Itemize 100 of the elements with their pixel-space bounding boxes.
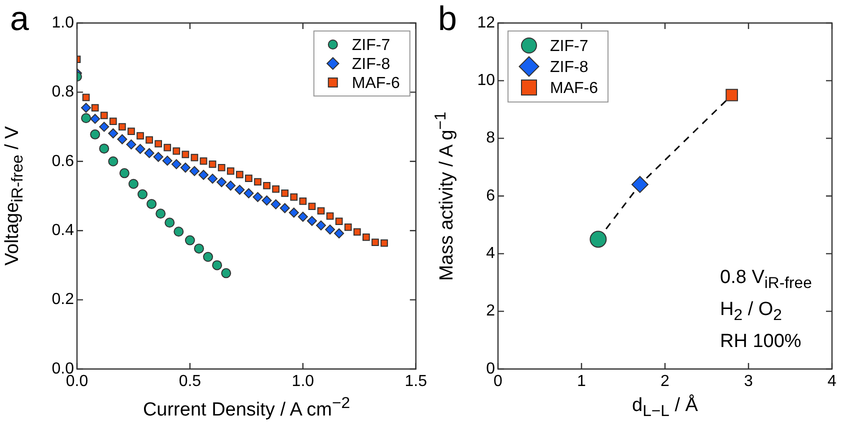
point xyxy=(262,196,272,206)
point xyxy=(90,129,100,140)
point xyxy=(270,199,281,210)
x-tick-label: 1 xyxy=(577,373,586,390)
point xyxy=(308,202,316,210)
point xyxy=(326,212,334,220)
point xyxy=(190,154,198,162)
x-axis-title: d$_{L−L}$ / Å xyxy=(632,395,698,421)
point xyxy=(99,144,110,154)
point xyxy=(221,268,232,278)
point xyxy=(194,244,204,254)
point xyxy=(726,88,738,102)
point xyxy=(82,94,90,102)
point xyxy=(362,233,370,241)
point xyxy=(154,140,162,148)
x-tick-label: 1.5 xyxy=(404,373,428,390)
y-tick-label: 0.2 xyxy=(52,291,74,308)
point xyxy=(164,144,172,152)
point xyxy=(153,152,164,162)
point xyxy=(226,167,234,175)
x-axis-title: Current Density / A cm$^{−2}$ xyxy=(142,395,350,422)
y-tick-label: 6 xyxy=(486,187,496,204)
point xyxy=(288,208,299,218)
point xyxy=(117,134,128,144)
x-tick-label: 4 xyxy=(828,373,837,390)
point xyxy=(218,164,226,172)
point xyxy=(335,218,343,225)
point xyxy=(244,188,254,198)
point xyxy=(119,168,130,178)
y-tick-label: 1.0 xyxy=(52,14,74,32)
point xyxy=(108,128,118,138)
annotation: H$_{2}$ / O$_{2}$ xyxy=(720,299,782,325)
point xyxy=(81,102,92,113)
point xyxy=(252,192,263,202)
point xyxy=(109,118,117,125)
point xyxy=(317,207,325,215)
point xyxy=(380,239,388,247)
point xyxy=(182,150,190,158)
point xyxy=(298,212,308,222)
legend-label: MAF-6 xyxy=(550,80,598,97)
y-tick-label: 10 xyxy=(477,72,496,90)
point xyxy=(128,178,138,189)
point xyxy=(299,198,307,205)
point xyxy=(226,180,236,191)
point xyxy=(203,252,214,262)
point xyxy=(344,223,352,231)
point xyxy=(334,228,344,238)
point xyxy=(146,136,153,144)
point xyxy=(180,162,190,173)
point xyxy=(172,147,180,155)
annotation: 0.8 V$_{iR-free}$ xyxy=(720,267,812,293)
y-tick-label: 4 xyxy=(486,245,496,262)
point xyxy=(189,166,200,176)
point xyxy=(162,156,172,166)
point xyxy=(272,185,280,193)
point xyxy=(631,176,648,193)
point xyxy=(372,238,379,246)
point xyxy=(90,114,100,124)
point xyxy=(118,123,126,130)
point xyxy=(99,122,110,132)
annotation: RH 100% xyxy=(720,331,802,353)
point xyxy=(100,112,108,120)
point xyxy=(200,157,208,165)
point xyxy=(236,170,244,178)
chart-title: a xyxy=(10,0,29,39)
point xyxy=(156,208,166,219)
y-tick-label: 2 xyxy=(486,302,496,320)
point xyxy=(81,113,92,124)
point xyxy=(174,226,184,237)
point xyxy=(184,235,195,246)
point xyxy=(306,216,317,226)
point xyxy=(325,224,336,235)
y-tick-label: 0.8 xyxy=(52,84,74,101)
point xyxy=(108,156,118,166)
point xyxy=(590,230,607,248)
point xyxy=(146,198,157,209)
point xyxy=(164,218,175,228)
legend-label: ZIF-7 xyxy=(352,36,390,54)
point xyxy=(91,104,99,112)
legend-label: ZIF-8 xyxy=(352,56,390,73)
point xyxy=(208,174,218,184)
legend-label: ZIF-7 xyxy=(550,38,588,55)
point xyxy=(280,203,290,214)
legend-label: ZIF-8 xyxy=(550,58,588,76)
chart-title: b xyxy=(438,0,457,39)
point xyxy=(234,184,245,195)
point xyxy=(245,174,252,182)
point xyxy=(128,128,135,135)
y-tick-label: 8 xyxy=(486,130,496,147)
point xyxy=(171,159,182,170)
point xyxy=(263,182,270,190)
y-tick-label: 0.6 xyxy=(52,152,74,170)
x-tick-label: 3 xyxy=(744,373,754,390)
y-tick-label: 0 xyxy=(486,360,496,378)
y-tick-label: 0.4 xyxy=(52,222,74,240)
point xyxy=(198,170,209,180)
x-tick-label: 1.0 xyxy=(292,373,314,390)
point xyxy=(126,139,136,150)
point xyxy=(316,220,326,230)
point xyxy=(353,228,361,236)
